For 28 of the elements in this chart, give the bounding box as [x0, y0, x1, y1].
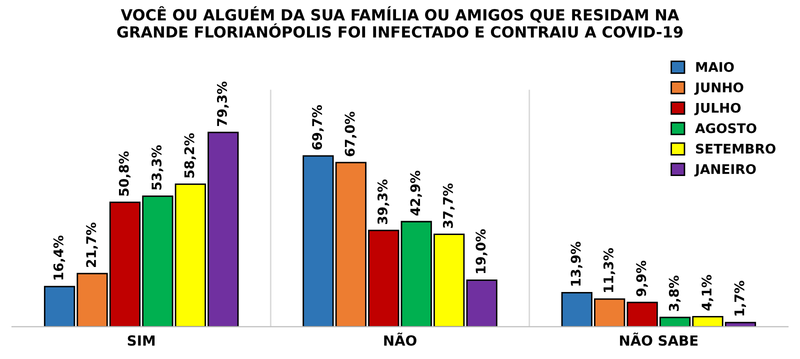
data-label: 69,7%	[312, 105, 324, 150]
data-label: 58,2%	[184, 133, 196, 178]
data-label: 3,8%	[668, 276, 681, 311]
legend-label: JULHO	[694, 102, 741, 116]
x-tick-label: SIM	[128, 335, 155, 346]
data-label: 79,3%	[216, 82, 229, 126]
data-label: 67,0%	[344, 112, 356, 156]
data-label: 42,9%	[410, 170, 422, 216]
data-label: 19,0%	[476, 229, 488, 274]
legend-label: SETEMBRO	[696, 144, 776, 154]
data-label: 37,7%	[442, 183, 455, 228]
data-label: 39,3%	[377, 180, 390, 224]
data-label: 11,3%	[603, 248, 616, 292]
data-label: 21,7%	[86, 222, 98, 267]
x-tick-label: NÃO SABE	[620, 332, 698, 346]
legend-label: AGOSTO	[695, 123, 756, 134]
data-label: 53,3%	[152, 145, 164, 190]
data-label: 1,7%	[734, 280, 746, 316]
data-label: 50,8%	[118, 151, 130, 196]
data-label: 13,9%	[570, 242, 582, 286]
x-tick-label: NÃO	[384, 332, 416, 346]
data-label: 4,1%	[702, 274, 714, 310]
data-label: 16,4%	[53, 236, 66, 280]
legend-label: JANEIRO	[694, 164, 756, 177]
data-label: 9,9%	[636, 260, 648, 296]
legend-label: JUNHO	[694, 82, 744, 95]
legend-label: MAIO	[696, 62, 734, 72]
chart-title: VOCÊ OU ALGUÉM DA SUA FAMÍLIA OU AMIGOS QUE RESIDAM NA GRANDE FLORIANÓPOLIS FOI INFECTADO E CONTRAIU A COVID-19	[117, 6, 683, 38]
